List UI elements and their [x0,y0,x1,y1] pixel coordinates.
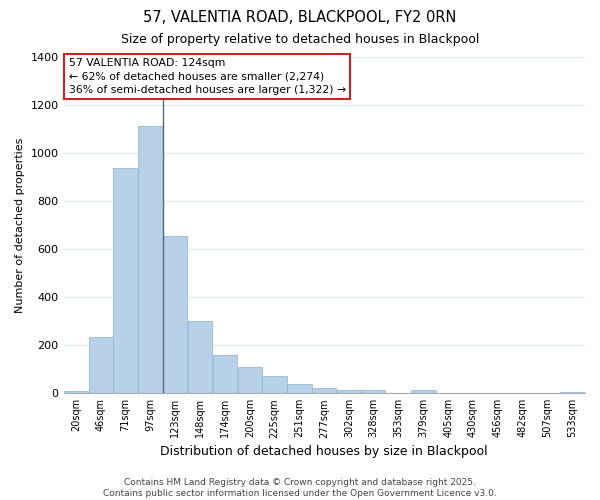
Bar [64,391,88,393]
Bar [262,376,287,393]
Bar [337,390,361,393]
Bar [362,390,385,393]
Y-axis label: Number of detached properties: Number of detached properties [15,137,25,312]
Bar [411,390,436,393]
Bar [560,392,585,393]
Bar [213,354,238,393]
Text: Contains HM Land Registry data © Crown copyright and database right 2025.
Contai: Contains HM Land Registry data © Crown c… [103,478,497,498]
Bar [163,236,187,393]
Bar [138,126,163,393]
Bar [287,384,312,393]
X-axis label: Distribution of detached houses by size in Blackpool: Distribution of detached houses by size … [160,444,488,458]
Bar [113,168,138,393]
Bar [89,336,113,393]
Text: 57, VALENTIA ROAD, BLACKPOOL, FY2 0RN: 57, VALENTIA ROAD, BLACKPOOL, FY2 0RN [143,10,457,25]
Text: Size of property relative to detached houses in Blackpool: Size of property relative to detached ho… [121,32,479,46]
Text: 57 VALENTIA ROAD: 124sqm
← 62% of detached houses are smaller (2,274)
36% of sem: 57 VALENTIA ROAD: 124sqm ← 62% of detach… [69,58,346,94]
Bar [188,321,212,393]
Bar [238,366,262,393]
Bar [313,388,336,393]
